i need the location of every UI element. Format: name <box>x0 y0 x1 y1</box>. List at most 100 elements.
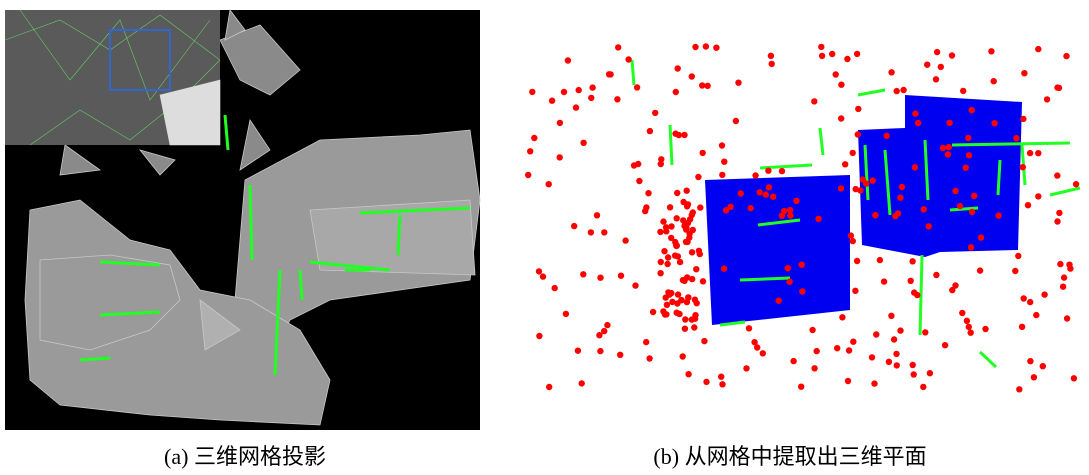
point <box>900 87 906 93</box>
point <box>933 272 939 278</box>
point <box>839 314 845 320</box>
point <box>1057 261 1063 267</box>
point <box>663 311 669 317</box>
point <box>1033 312 1039 318</box>
point <box>588 229 594 235</box>
point <box>667 204 673 210</box>
panel-a <box>5 10 480 430</box>
point <box>1035 193 1041 199</box>
point <box>798 384 804 390</box>
point <box>565 57 571 63</box>
point <box>966 324 972 330</box>
point <box>642 208 648 214</box>
point <box>894 362 900 368</box>
point <box>855 106 861 112</box>
point <box>779 168 785 174</box>
figure: (a) 三维网格投影 (b) 从网格中提取出三维平面 <box>0 0 1089 475</box>
point <box>1012 268 1018 274</box>
point <box>833 71 839 77</box>
point <box>665 254 671 260</box>
point <box>934 49 940 55</box>
point <box>829 51 835 57</box>
point <box>911 371 917 377</box>
point <box>618 273 624 279</box>
point <box>676 311 682 317</box>
point <box>682 316 688 322</box>
point <box>614 96 620 102</box>
point <box>549 98 555 104</box>
point <box>700 150 706 156</box>
point <box>689 73 695 79</box>
point <box>884 133 890 139</box>
point <box>763 191 769 197</box>
point <box>701 338 707 344</box>
point <box>1073 181 1079 187</box>
point <box>652 110 658 116</box>
point <box>575 348 581 354</box>
point <box>525 172 531 178</box>
point <box>658 259 664 265</box>
point <box>811 98 817 104</box>
point <box>977 267 983 273</box>
point <box>912 164 918 170</box>
point <box>606 71 612 77</box>
point <box>634 84 640 90</box>
point <box>871 380 877 386</box>
point <box>785 265 791 271</box>
point <box>946 144 952 150</box>
point <box>580 271 586 277</box>
point <box>886 359 892 365</box>
point <box>692 316 698 322</box>
point <box>684 188 690 194</box>
point <box>681 132 687 138</box>
point <box>1056 210 1062 216</box>
point <box>857 187 863 193</box>
plane <box>858 95 1022 257</box>
point <box>926 223 932 229</box>
point <box>643 339 649 345</box>
point <box>854 258 860 264</box>
point <box>838 115 844 121</box>
point <box>697 204 703 210</box>
point <box>809 327 815 333</box>
point <box>966 152 972 158</box>
point <box>754 344 760 350</box>
point <box>1031 374 1037 380</box>
point <box>1027 150 1033 156</box>
point <box>850 339 856 345</box>
point <box>1041 291 1047 297</box>
point <box>1020 116 1026 122</box>
point <box>927 370 933 376</box>
point <box>718 374 724 380</box>
point <box>908 278 914 284</box>
point <box>870 177 876 183</box>
point <box>811 365 817 371</box>
caption: (a) 三维网格投影 <box>164 444 326 469</box>
point <box>899 184 905 190</box>
point <box>713 45 719 51</box>
point <box>531 135 537 141</box>
point <box>719 172 725 178</box>
point <box>766 184 772 190</box>
point <box>677 259 683 265</box>
point <box>881 278 887 284</box>
point <box>675 253 681 259</box>
point <box>922 329 928 335</box>
point <box>657 229 663 235</box>
point <box>684 203 690 209</box>
point <box>946 120 952 126</box>
point <box>690 209 696 215</box>
point <box>738 190 744 196</box>
point <box>704 83 710 89</box>
point <box>561 89 567 95</box>
point <box>834 345 840 351</box>
point <box>1016 386 1022 392</box>
point <box>674 215 680 221</box>
point <box>776 298 782 304</box>
point <box>752 172 758 178</box>
point <box>938 64 944 70</box>
point <box>988 48 994 54</box>
point <box>910 362 916 368</box>
point <box>719 142 725 148</box>
point <box>952 188 958 194</box>
